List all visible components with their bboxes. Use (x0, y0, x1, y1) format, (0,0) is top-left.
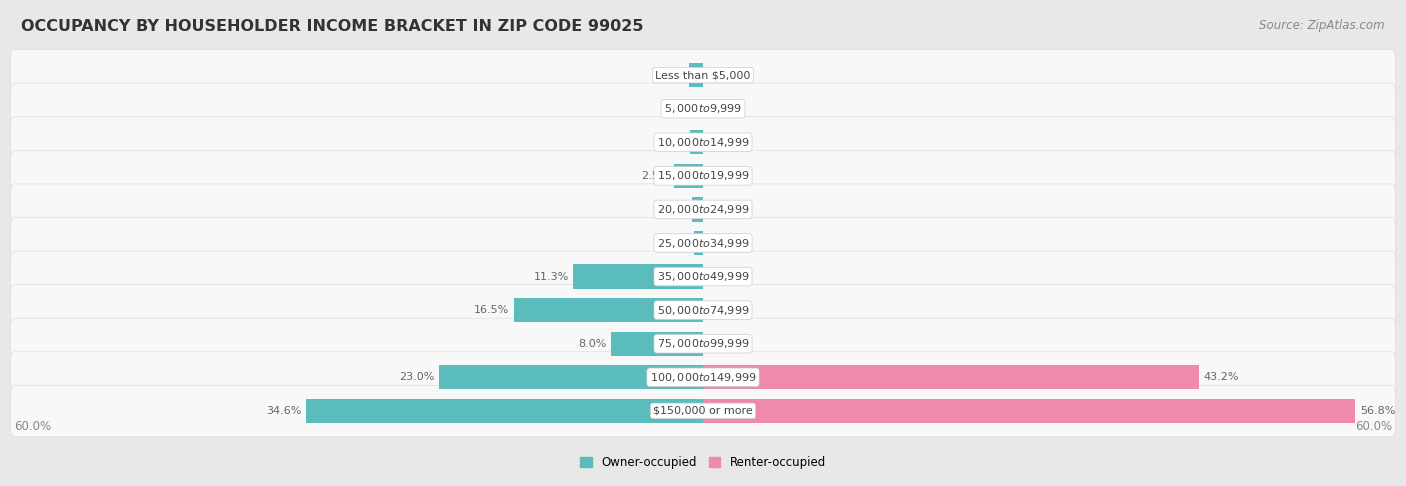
Text: 0.0%: 0.0% (707, 339, 735, 349)
FancyBboxPatch shape (11, 385, 1395, 436)
Text: $75,000 to $99,999: $75,000 to $99,999 (657, 337, 749, 350)
Text: $50,000 to $74,999: $50,000 to $74,999 (657, 304, 749, 317)
Text: 43.2%: 43.2% (1204, 372, 1239, 382)
Text: $25,000 to $34,999: $25,000 to $34,999 (657, 237, 749, 249)
Text: 0.0%: 0.0% (707, 104, 735, 114)
Text: 23.0%: 23.0% (399, 372, 434, 382)
Bar (692, 197, 703, 222)
Legend: Owner-occupied, Renter-occupied: Owner-occupied, Renter-occupied (575, 451, 831, 473)
FancyBboxPatch shape (11, 83, 1395, 134)
Text: 0.0%: 0.0% (671, 104, 699, 114)
Bar (439, 365, 703, 389)
Text: $100,000 to $149,999: $100,000 to $149,999 (650, 371, 756, 384)
Bar (612, 331, 703, 356)
Text: 0.0%: 0.0% (707, 305, 735, 315)
Text: 8.0%: 8.0% (578, 339, 606, 349)
Bar (703, 365, 1199, 389)
FancyBboxPatch shape (11, 184, 1395, 235)
Text: 34.6%: 34.6% (266, 406, 301, 416)
Text: $35,000 to $49,999: $35,000 to $49,999 (657, 270, 749, 283)
Text: $15,000 to $19,999: $15,000 to $19,999 (657, 169, 749, 182)
Text: OCCUPANCY BY HOUSEHOLDER INCOME BRACKET IN ZIP CODE 99025: OCCUPANCY BY HOUSEHOLDER INCOME BRACKET … (21, 19, 644, 35)
FancyBboxPatch shape (11, 251, 1395, 302)
Text: 0.0%: 0.0% (707, 205, 735, 214)
Text: 2.5%: 2.5% (641, 171, 669, 181)
Text: 0.0%: 0.0% (707, 171, 735, 181)
FancyBboxPatch shape (11, 285, 1395, 336)
FancyBboxPatch shape (11, 217, 1395, 269)
FancyBboxPatch shape (11, 117, 1395, 168)
Text: 16.5%: 16.5% (474, 305, 509, 315)
FancyBboxPatch shape (11, 318, 1395, 369)
Bar (689, 63, 703, 87)
Bar (703, 399, 1355, 423)
Bar (574, 264, 703, 289)
Text: $5,000 to $9,999: $5,000 to $9,999 (664, 102, 742, 115)
Text: 0.0%: 0.0% (707, 272, 735, 281)
Text: 60.0%: 60.0% (1355, 420, 1392, 433)
FancyBboxPatch shape (11, 352, 1395, 403)
Text: Less than $5,000: Less than $5,000 (655, 70, 751, 80)
Text: $10,000 to $14,999: $10,000 to $14,999 (657, 136, 749, 149)
Bar (695, 231, 703, 255)
Text: 56.8%: 56.8% (1360, 406, 1395, 416)
Text: 1.1%: 1.1% (658, 137, 686, 147)
Text: 0.0%: 0.0% (707, 70, 735, 80)
Bar (513, 298, 703, 322)
Bar (675, 164, 703, 188)
Text: 60.0%: 60.0% (14, 420, 51, 433)
Text: Source: ZipAtlas.com: Source: ZipAtlas.com (1260, 19, 1385, 33)
Text: $150,000 or more: $150,000 or more (654, 406, 752, 416)
Bar (690, 130, 703, 155)
Bar (305, 399, 703, 423)
Text: 11.3%: 11.3% (533, 272, 568, 281)
FancyBboxPatch shape (11, 50, 1395, 101)
Text: 1.2%: 1.2% (657, 70, 685, 80)
Text: 0.0%: 0.0% (707, 137, 735, 147)
FancyBboxPatch shape (11, 150, 1395, 201)
Text: 0.94%: 0.94% (652, 205, 688, 214)
Text: 0.79%: 0.79% (654, 238, 689, 248)
Text: $20,000 to $24,999: $20,000 to $24,999 (657, 203, 749, 216)
Text: 0.0%: 0.0% (707, 238, 735, 248)
